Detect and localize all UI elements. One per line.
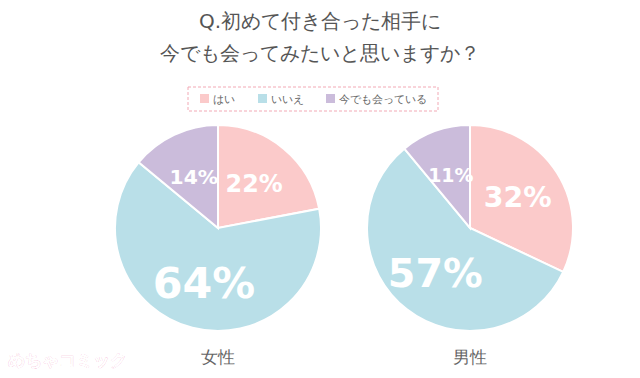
title: Q.初めて付き合った相手に今でも会ってみたいと思いますか？	[160, 9, 480, 65]
pie-slice	[115, 162, 321, 331]
legend: はい いいえ 今でも会っている	[188, 87, 438, 111]
legend-swatch	[258, 94, 267, 103]
pie-title: 女性	[201, 347, 235, 367]
chart-root: Q.初めて付き合った相手に今でも会ってみたいと思いますか？ はい いいえ 今でも会って…	[0, 0, 640, 378]
legend-label: 今でも会っている	[339, 93, 427, 106]
legend-swatch	[326, 94, 335, 103]
pie-slice	[139, 125, 218, 228]
pie-slice	[367, 149, 563, 331]
title-line: 今でも会ってみたいと思いますか？	[160, 41, 480, 65]
title-line: Q.初めて付き合った相手に	[199, 9, 441, 33]
legend-frame	[188, 87, 438, 111]
data-label: 64%	[153, 258, 255, 308]
legend-label: いいえ	[271, 93, 304, 106]
legend-swatch	[200, 94, 209, 103]
data-label: 32%	[484, 181, 552, 214]
pie: 22% 64% 14%	[115, 125, 321, 331]
pie: 32% 57% 11%	[367, 125, 573, 331]
data-label: 14%	[170, 165, 219, 189]
data-label: 11%	[428, 164, 473, 186]
data-label: 22%	[226, 170, 283, 198]
pie-title: 男性	[453, 347, 487, 367]
data-label: 57%	[388, 250, 483, 296]
legend-label: はい	[213, 93, 235, 106]
logo: めちゃコミック	[8, 350, 127, 370]
